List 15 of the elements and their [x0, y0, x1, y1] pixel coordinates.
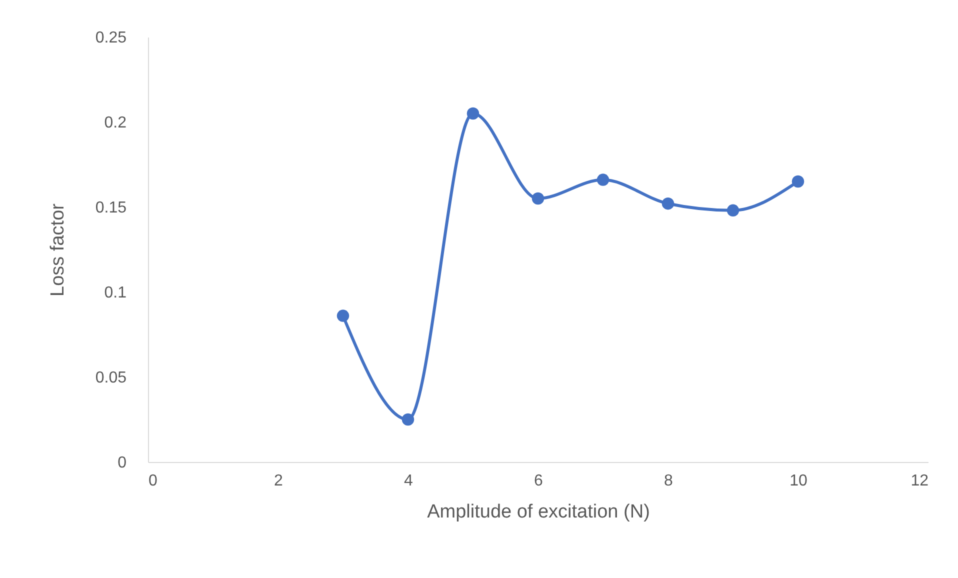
y-tick-label: 0.2: [104, 114, 127, 132]
x-tick-label: 4: [404, 472, 414, 490]
y-tick-label: 0: [118, 454, 127, 472]
x-tick-label: 10: [790, 472, 808, 490]
y-axis-title: Loss factor: [47, 202, 68, 296]
y-tick-label: 0.05: [95, 370, 127, 386]
y-tick-label: 0.15: [95, 200, 127, 216]
x-tick-label: 0: [148, 472, 158, 490]
y-tick-label: 0.1: [104, 284, 127, 302]
x-tick-label: 8: [664, 472, 674, 490]
y-tick-label: 0.25: [95, 30, 127, 46]
x-axis-title: Amplitude of excitation (N): [427, 502, 650, 522]
x-tick-label: 12: [910, 472, 929, 490]
x-tick-label: 6: [534, 472, 544, 490]
x-tick-label: 2: [274, 472, 284, 490]
